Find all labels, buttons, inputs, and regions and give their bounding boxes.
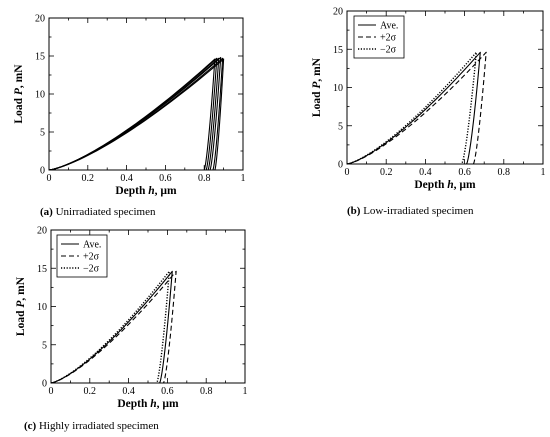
- x-tick-label: 0.4: [122, 386, 135, 397]
- series-line-run-4: [48, 56, 222, 171]
- y-axis-label-var: P: [13, 87, 25, 95]
- y-tick-label: 0: [42, 379, 47, 390]
- x-tick-label: 0.8: [498, 167, 511, 178]
- x-tick-label: 1: [541, 167, 546, 178]
- x-axis-label: Depth h, µm: [414, 179, 476, 191]
- series-line-run-1: [48, 58, 216, 171]
- caption-text: Highly irradiated specimen: [36, 420, 159, 432]
- y-axis-label-unit: , mN: [13, 64, 25, 88]
- y-tick-label: 15: [35, 52, 45, 63]
- y-axis-label-main: Load: [311, 89, 323, 117]
- x-tick-label: 0.2: [84, 386, 97, 397]
- x-tick-label: 0: [345, 167, 350, 178]
- y-axis-label: Load P, mN: [13, 64, 25, 124]
- y-tick-label: 5: [338, 121, 343, 132]
- x-tick-label: 0.4: [419, 167, 432, 178]
- y-tick-label: 15: [37, 264, 47, 275]
- y-tick-label: 0: [338, 160, 343, 171]
- y-axis-label-unit: , mN: [311, 57, 323, 81]
- x-tick-label: 0: [47, 173, 52, 184]
- caption-text: Low-irradiated specimen: [360, 205, 474, 217]
- series-line-dotted: [346, 51, 478, 165]
- x-tick-label: 0.4: [120, 173, 133, 184]
- x-tick-label: 1: [243, 386, 248, 397]
- y-tick-label: 0: [40, 166, 45, 177]
- legend-label: −2σ: [83, 264, 100, 275]
- series-line-run-2: [48, 57, 218, 171]
- y-axis-label-unit: , mN: [15, 276, 27, 300]
- x-tick-label: 0.6: [161, 386, 174, 397]
- x-axis-label-main: Depth: [117, 398, 150, 410]
- y-tick-label: 10: [37, 302, 47, 313]
- x-tick-label: 0.8: [200, 386, 213, 397]
- y-tick-label: 20: [37, 226, 47, 237]
- legend-label: Ave.: [380, 21, 398, 32]
- x-tick-label: 1: [241, 173, 246, 184]
- legend-label: −2σ: [380, 45, 397, 56]
- x-axis-label-unit: , µm: [157, 398, 179, 410]
- x-axis-label-var: h: [447, 179, 453, 191]
- x-axis-label-main: Depth: [115, 185, 148, 197]
- series-line-run-6: [48, 58, 225, 171]
- y-tick-label: 5: [40, 128, 45, 139]
- series-line-run-3: [48, 57, 220, 171]
- chart-caption: (a) Unirradiated specimen: [40, 206, 156, 218]
- caption-text: Unirradiated specimen: [53, 206, 156, 218]
- x-axis-label-main: Depth: [414, 179, 447, 191]
- y-axis-label: Load P, mN: [311, 57, 323, 117]
- caption-letter: (c): [24, 420, 37, 432]
- y-tick-label: 20: [35, 14, 45, 25]
- caption-letter: (b): [347, 205, 361, 217]
- x-axis-label-var: h: [148, 185, 154, 197]
- x-axis-label: Depth h, µm: [115, 185, 177, 197]
- legend-label: +2σ: [380, 33, 397, 44]
- legend-label: +2σ: [83, 252, 100, 263]
- x-tick-label: 0.2: [82, 173, 95, 184]
- y-tick-label: 10: [35, 90, 45, 101]
- series-line-dashed: [50, 270, 177, 384]
- chart-caption: (c) Highly irradiated specimen: [24, 420, 159, 432]
- x-axis-label-unit: , µm: [454, 179, 476, 191]
- y-tick-label: 15: [333, 45, 343, 56]
- x-tick-label: 0.2: [380, 167, 393, 178]
- x-tick-label: 0.6: [159, 173, 172, 184]
- x-axis-label-var: h: [150, 398, 156, 410]
- caption-letter: (a): [40, 206, 53, 218]
- y-axis-label-var: P: [15, 300, 27, 308]
- chart-caption: (b) Low-irradiated specimen: [347, 205, 474, 217]
- series-line-dashed: [346, 51, 487, 165]
- x-tick-label: 0.6: [458, 167, 471, 178]
- y-tick-label: 10: [333, 83, 343, 94]
- y-axis-label-main: Load: [15, 308, 27, 336]
- legend-label: Ave.: [83, 240, 101, 251]
- y-axis-label-var: P: [311, 81, 323, 89]
- y-tick-label: 20: [333, 7, 343, 18]
- series-line-dotted: [50, 270, 171, 384]
- x-tick-label: 0: [49, 386, 54, 397]
- x-axis-label: Depth h, µm: [117, 398, 179, 410]
- y-tick-label: 5: [42, 340, 47, 351]
- x-axis-label-unit: , µm: [155, 185, 177, 197]
- y-axis-label-main: Load: [13, 95, 25, 123]
- y-axis-label: Load P, mN: [15, 276, 27, 336]
- series-line-solid: [346, 51, 481, 165]
- x-tick-label: 0.8: [198, 173, 211, 184]
- series-line-solid: [50, 270, 173, 384]
